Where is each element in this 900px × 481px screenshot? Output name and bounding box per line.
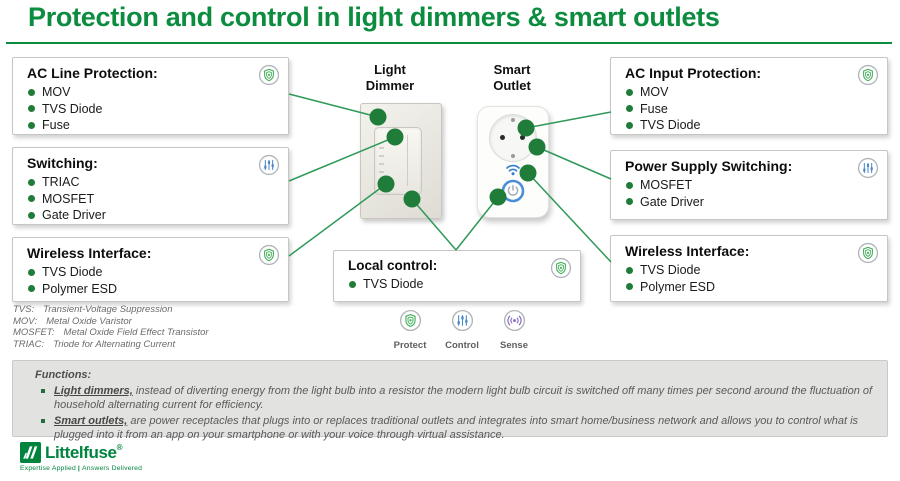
light-dimmer-image xyxy=(360,103,442,219)
legend-protect: Protect xyxy=(388,309,432,351)
box-wireless-interface-right: Wireless Interface: TVS Diode Polymer ES… xyxy=(610,235,888,302)
list-item: TVS Diode xyxy=(25,102,278,116)
box-title: AC Line Protection: xyxy=(27,65,158,81)
abbreviations: TVS: Transient-Voltage Suppression MOV: Me… xyxy=(13,304,209,350)
control-icon xyxy=(258,154,280,176)
list-item: TVS Diode xyxy=(623,263,877,277)
functions-text: instead of diverting energy from the lig… xyxy=(54,385,873,411)
registered-mark: ® xyxy=(116,442,123,452)
functions-term: Light dimmers, xyxy=(54,385,133,397)
power-button-icon xyxy=(501,179,525,203)
list-item: Polymer ESD xyxy=(25,282,278,296)
list-item: MOSFET xyxy=(25,192,278,206)
list-item: Polymer ESD xyxy=(623,280,877,294)
littelfuse-logo: Littelfuse® Expertise Applied | Answers De… xyxy=(20,442,142,472)
wifi-icon xyxy=(506,164,520,176)
square-bullet-icon xyxy=(41,419,45,423)
functions-term: Smart outlets, xyxy=(54,415,128,427)
protect-icon xyxy=(550,257,572,279)
square-bullet-icon xyxy=(41,389,45,393)
title-underline xyxy=(6,42,892,44)
component-list: TVS Diode Polymer ESD xyxy=(25,265,278,296)
functions-note: Functions: Light dimmers, instead of div… xyxy=(12,360,888,441)
logo-tagline: Expertise Applied | Answers Delivered xyxy=(20,465,143,472)
list-item: TRIAC xyxy=(25,175,278,189)
box-switching: Switching: TRIAC MOSFET Gate Driver xyxy=(12,147,289,225)
list-item: Fuse xyxy=(25,118,278,132)
list-item: Gate Driver xyxy=(623,195,877,209)
box-title: Switching: xyxy=(27,155,98,171)
outlet-socket xyxy=(489,114,537,162)
functions-heading: Functions: xyxy=(35,369,92,381)
abbreviation-row: TRIAC: Triode for Alternating Current xyxy=(13,338,176,350)
protect-icon xyxy=(857,242,879,264)
list-item: MOSFET xyxy=(623,178,877,192)
box-local-control: Local control: TVS Diode xyxy=(333,250,581,302)
smart-outlet-label: Smart Outlet xyxy=(493,62,531,93)
smart-outlet-image xyxy=(477,106,549,218)
list-item: Fuse xyxy=(623,102,877,116)
socket-hole xyxy=(520,135,525,140)
component-list: TVS Diode Polymer ESD xyxy=(623,263,877,294)
list-item: TVS Diode xyxy=(623,118,877,132)
sense-icon xyxy=(503,309,526,337)
littelfuse-mark-icon xyxy=(20,442,41,463)
list-item: Gate Driver xyxy=(25,208,278,222)
list-item: MOV xyxy=(25,85,278,99)
component-list: MOV TVS Diode Fuse xyxy=(25,85,278,132)
box-title: Wireless Interface: xyxy=(27,245,152,261)
functions-item: Smart outlets, are power receptacles tha… xyxy=(35,415,875,442)
brand-name: Littelfuse xyxy=(45,442,117,462)
socket-screw xyxy=(511,154,515,158)
component-list: TRIAC MOSFET Gate Driver xyxy=(25,175,278,222)
box-title: AC Input Protection: xyxy=(625,65,762,81)
legend-sense: Sense xyxy=(492,309,536,351)
legend-control: Control xyxy=(440,309,484,351)
component-list: TVS Diode xyxy=(346,277,570,291)
functions-item: Light dimmers, instead of diverting ener… xyxy=(35,385,875,412)
box-title: Power Supply Switching: xyxy=(625,158,793,174)
socket-hole xyxy=(500,135,505,140)
component-list: MOSFET Gate Driver xyxy=(623,178,877,209)
component-list: MOV Fuse TVS Diode xyxy=(623,85,877,132)
page-title: Protection and control in light dimmers … xyxy=(28,2,720,32)
icon-legend: Protect Control Sense xyxy=(388,309,536,351)
protect-icon xyxy=(857,64,879,86)
box-title: Wireless Interface: xyxy=(625,243,750,259)
box-ac-line-protection: AC Line Protection: MOV TVS Diode Fuse xyxy=(12,57,289,135)
box-title: Local control: xyxy=(348,258,438,273)
protect-icon xyxy=(258,244,280,266)
abbreviation-row: MOV: Metal Oxide Varistor xyxy=(13,315,132,327)
list-item: TVS Diode xyxy=(346,277,570,291)
control-icon xyxy=(451,309,474,337)
box-power-supply-switching: Power Supply Switching: MOSFET Gate Driv… xyxy=(610,150,888,220)
list-item: TVS Diode xyxy=(25,265,278,279)
list-item: MOV xyxy=(623,85,877,99)
abbreviation-row: MOSFET: Metal Oxide Field Effect Transist… xyxy=(13,327,209,338)
abbreviation-row: TVS: Transient-Voltage Suppression xyxy=(13,304,173,315)
dimmer-groove xyxy=(407,135,408,186)
control-icon xyxy=(857,157,879,179)
dimmer-slider-ticks xyxy=(379,147,384,189)
socket-screw xyxy=(511,118,515,122)
box-wireless-interface-left: Wireless Interface: TVS Diode Polymer ES… xyxy=(12,237,289,302)
functions-text: are power receptacles that plugs into or… xyxy=(54,415,859,441)
protect-icon xyxy=(258,64,280,86)
protect-icon xyxy=(399,309,422,337)
box-ac-input-protection: AC Input Protection: MOV Fuse TVS Diode xyxy=(610,57,888,135)
light-dimmer-label: Light Dimmer xyxy=(365,62,415,93)
